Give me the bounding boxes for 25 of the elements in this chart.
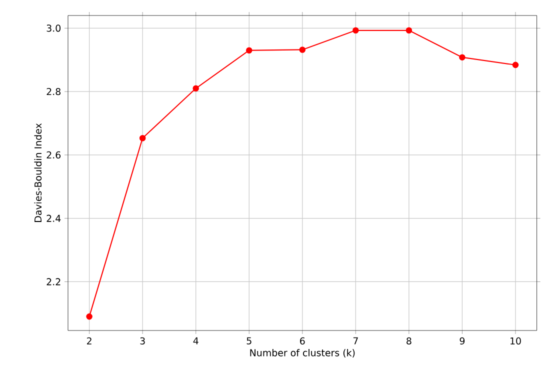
point — [299, 46, 306, 53]
x-tick-label: 4 — [193, 337, 198, 344]
x-tick-label: 2 — [86, 337, 92, 344]
x-tick-label: 6 — [300, 337, 305, 345]
point — [192, 85, 199, 92]
y-axis-title: Davies-Bouldin Index — [34, 123, 42, 222]
y-tick-label: 3.0 — [46, 24, 61, 32]
x-tick-label: 8 — [406, 337, 412, 345]
x-tick-label: 5 — [246, 337, 252, 344]
point — [459, 54, 466, 60]
point — [352, 27, 359, 34]
x-tick-label: 7 — [353, 337, 358, 344]
point — [86, 313, 92, 320]
x-tick-label: 3 — [140, 337, 145, 345]
y-tick-label: 2.4 — [46, 214, 61, 222]
y-tick-label: 2.8 — [46, 88, 60, 96]
x-axis-title: Number of clusters (k) — [250, 349, 355, 358]
y-tick-label: 2.2 — [46, 278, 60, 286]
y-tick-label: 2.6 — [46, 151, 61, 159]
point — [512, 62, 519, 68]
x-tick-label: 9 — [460, 337, 465, 345]
x-tick-label: 10 — [510, 337, 521, 345]
point — [139, 135, 146, 142]
point — [406, 27, 412, 34]
point — [246, 47, 252, 54]
